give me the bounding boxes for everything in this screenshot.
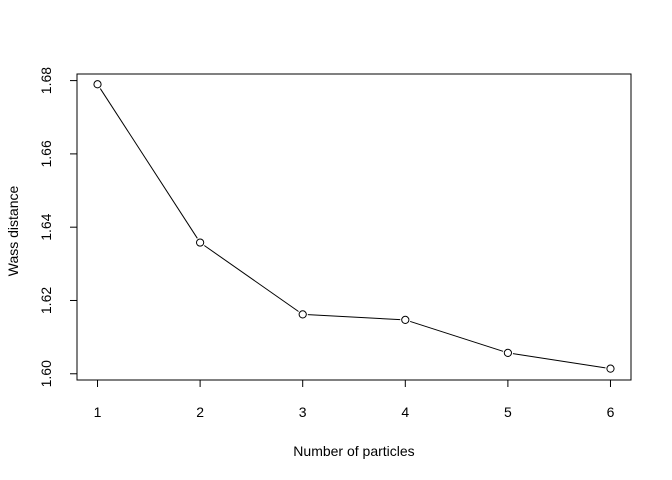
series-line-segment bbox=[204, 245, 299, 312]
data-point bbox=[606, 364, 615, 373]
x-axis-title: Number of particles bbox=[293, 443, 414, 459]
x-tick-label: 1 bbox=[94, 404, 102, 420]
y-tick-label: 1.66 bbox=[38, 140, 54, 167]
series-line-segment bbox=[307, 314, 401, 321]
data-point bbox=[196, 238, 205, 247]
data-point bbox=[93, 80, 102, 89]
y-tick-label: 1.64 bbox=[38, 213, 54, 240]
x-tick-label: 3 bbox=[299, 404, 307, 420]
y-tick-label: 1.62 bbox=[38, 287, 54, 314]
series-line-segment bbox=[512, 353, 606, 369]
data-point bbox=[503, 348, 512, 357]
plot-frame bbox=[76, 73, 632, 381]
x-tick-label: 4 bbox=[401, 404, 409, 420]
y-axis: 1.60 1.62 1.64 1.66 1.68 bbox=[38, 67, 78, 387]
data-point bbox=[298, 310, 307, 319]
series-line-segment bbox=[99, 88, 198, 239]
x-tick-label: 2 bbox=[196, 404, 204, 420]
data-point bbox=[401, 315, 410, 324]
x-tick-label: 6 bbox=[607, 404, 615, 420]
y-axis-title: Wass distance bbox=[5, 186, 21, 277]
x-axis: 1 2 3 4 5 6 bbox=[94, 379, 615, 420]
y-tick-label: 1.60 bbox=[38, 360, 54, 387]
y-tick-label: 1.68 bbox=[38, 67, 54, 94]
series-layer bbox=[93, 80, 615, 373]
series-line-segment bbox=[409, 320, 504, 352]
x-tick-label: 5 bbox=[504, 404, 512, 420]
